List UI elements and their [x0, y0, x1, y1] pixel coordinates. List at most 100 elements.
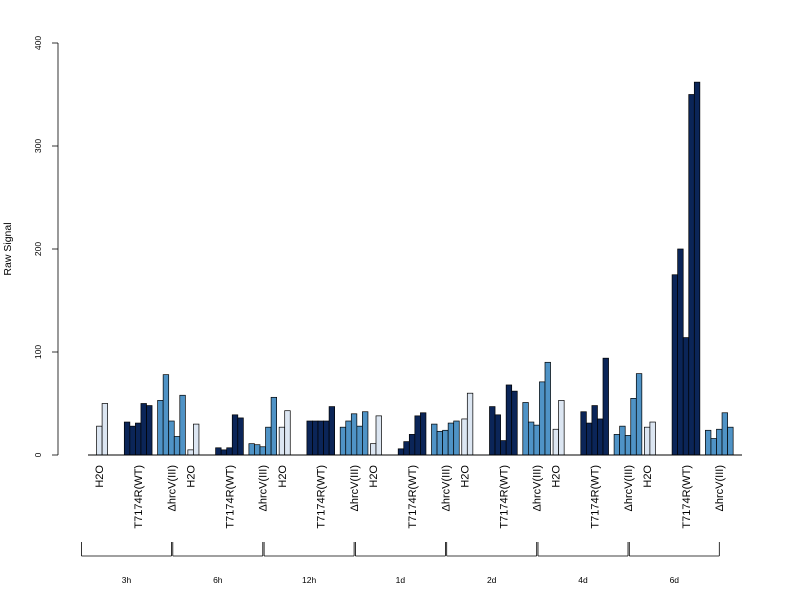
bar — [220, 449, 228, 456]
bar — [688, 94, 695, 456]
bar — [466, 392, 474, 456]
bar — [328, 406, 336, 456]
bar — [96, 425, 103, 456]
bar — [226, 447, 233, 456]
bar — [323, 420, 330, 456]
treatment-label: ΔhrcV(III) — [714, 465, 726, 511]
bar — [135, 422, 142, 456]
bar — [270, 396, 278, 456]
bar — [179, 394, 186, 456]
bar — [265, 426, 272, 456]
bar — [527, 421, 535, 456]
bar — [677, 248, 684, 456]
group-label: 4d — [578, 575, 588, 585]
y-axis-title: Raw Signal — [2, 222, 14, 275]
treatment-label: T7174R(WT) — [316, 465, 328, 529]
bar — [397, 448, 405, 456]
bar — [350, 413, 358, 456]
bar — [682, 337, 690, 456]
group-label: 12h — [302, 575, 316, 585]
bar — [370, 443, 377, 456]
bar — [173, 436, 181, 456]
bar — [489, 406, 496, 456]
bar — [193, 423, 200, 456]
bar — [312, 420, 319, 456]
bar — [215, 447, 222, 456]
treatment-label: H2O — [642, 465, 654, 488]
bar — [146, 405, 153, 456]
bar — [123, 421, 131, 456]
bar — [231, 414, 239, 456]
bar — [306, 420, 313, 456]
bar — [436, 430, 443, 456]
treatment-label: T7174R(WT) — [133, 465, 145, 529]
bar — [248, 443, 255, 456]
bar — [511, 390, 518, 456]
bar — [453, 420, 460, 456]
bar — [494, 414, 501, 456]
treatment-label: ΔhrcV(III) — [440, 465, 452, 511]
bar — [630, 398, 637, 456]
bar — [500, 440, 507, 456]
bar — [522, 402, 529, 456]
bar — [420, 412, 427, 456]
bar — [558, 400, 565, 456]
treatment-label: ΔhrcV(III) — [258, 465, 270, 511]
y-tick-label: 400 — [33, 36, 43, 50]
group-label: 2d — [487, 575, 497, 585]
bar — [237, 417, 244, 456]
bar — [129, 425, 136, 456]
y-tick-label: 200 — [33, 242, 43, 256]
bar — [254, 444, 261, 456]
bar — [643, 426, 651, 456]
bar — [284, 410, 291, 456]
bar — [671, 274, 678, 456]
bar — [461, 418, 468, 456]
group-label: 3h — [122, 575, 132, 585]
bar — [693, 81, 701, 456]
treatment-label: ΔhrcV(III) — [532, 465, 544, 511]
bar — [414, 415, 421, 456]
bar — [721, 412, 728, 456]
bar — [317, 420, 324, 456]
bar — [140, 403, 147, 456]
bar — [168, 420, 175, 456]
bar — [585, 422, 593, 456]
bar — [597, 418, 604, 456]
bar — [635, 373, 643, 456]
bar — [339, 426, 347, 456]
bar — [539, 381, 546, 456]
bar — [619, 425, 626, 456]
bar — [431, 423, 438, 456]
treatment-label: T7174R(WT) — [590, 465, 602, 529]
bar — [552, 428, 559, 456]
treatment-label: H2O — [459, 465, 471, 488]
bar — [162, 374, 170, 456]
bar — [505, 384, 513, 456]
bar — [591, 405, 598, 456]
treatment-label: ΔhrcV(III) — [166, 465, 178, 511]
treatment-label: T7174R(WT) — [224, 465, 236, 529]
bar — [716, 428, 723, 456]
bar — [705, 429, 712, 456]
bar — [362, 411, 369, 456]
bar — [624, 435, 632, 456]
bar — [602, 357, 609, 456]
treatment-label: H2O — [94, 465, 106, 488]
treatment-label: ΔhrcV(III) — [349, 465, 361, 511]
y-tick-label: 300 — [33, 139, 43, 153]
group-label: 6d — [670, 575, 680, 585]
treatment-label: H2O — [368, 465, 380, 488]
bar — [613, 434, 620, 456]
bar — [375, 415, 382, 456]
bar — [403, 441, 410, 456]
treatment-label: T7174R(WT) — [681, 465, 693, 529]
treatment-label: H2O — [551, 465, 563, 488]
bar — [580, 411, 587, 456]
treatment-label: H2O — [186, 465, 198, 488]
bar — [710, 438, 717, 456]
bar — [259, 446, 266, 456]
group-label: 1d — [396, 575, 406, 585]
